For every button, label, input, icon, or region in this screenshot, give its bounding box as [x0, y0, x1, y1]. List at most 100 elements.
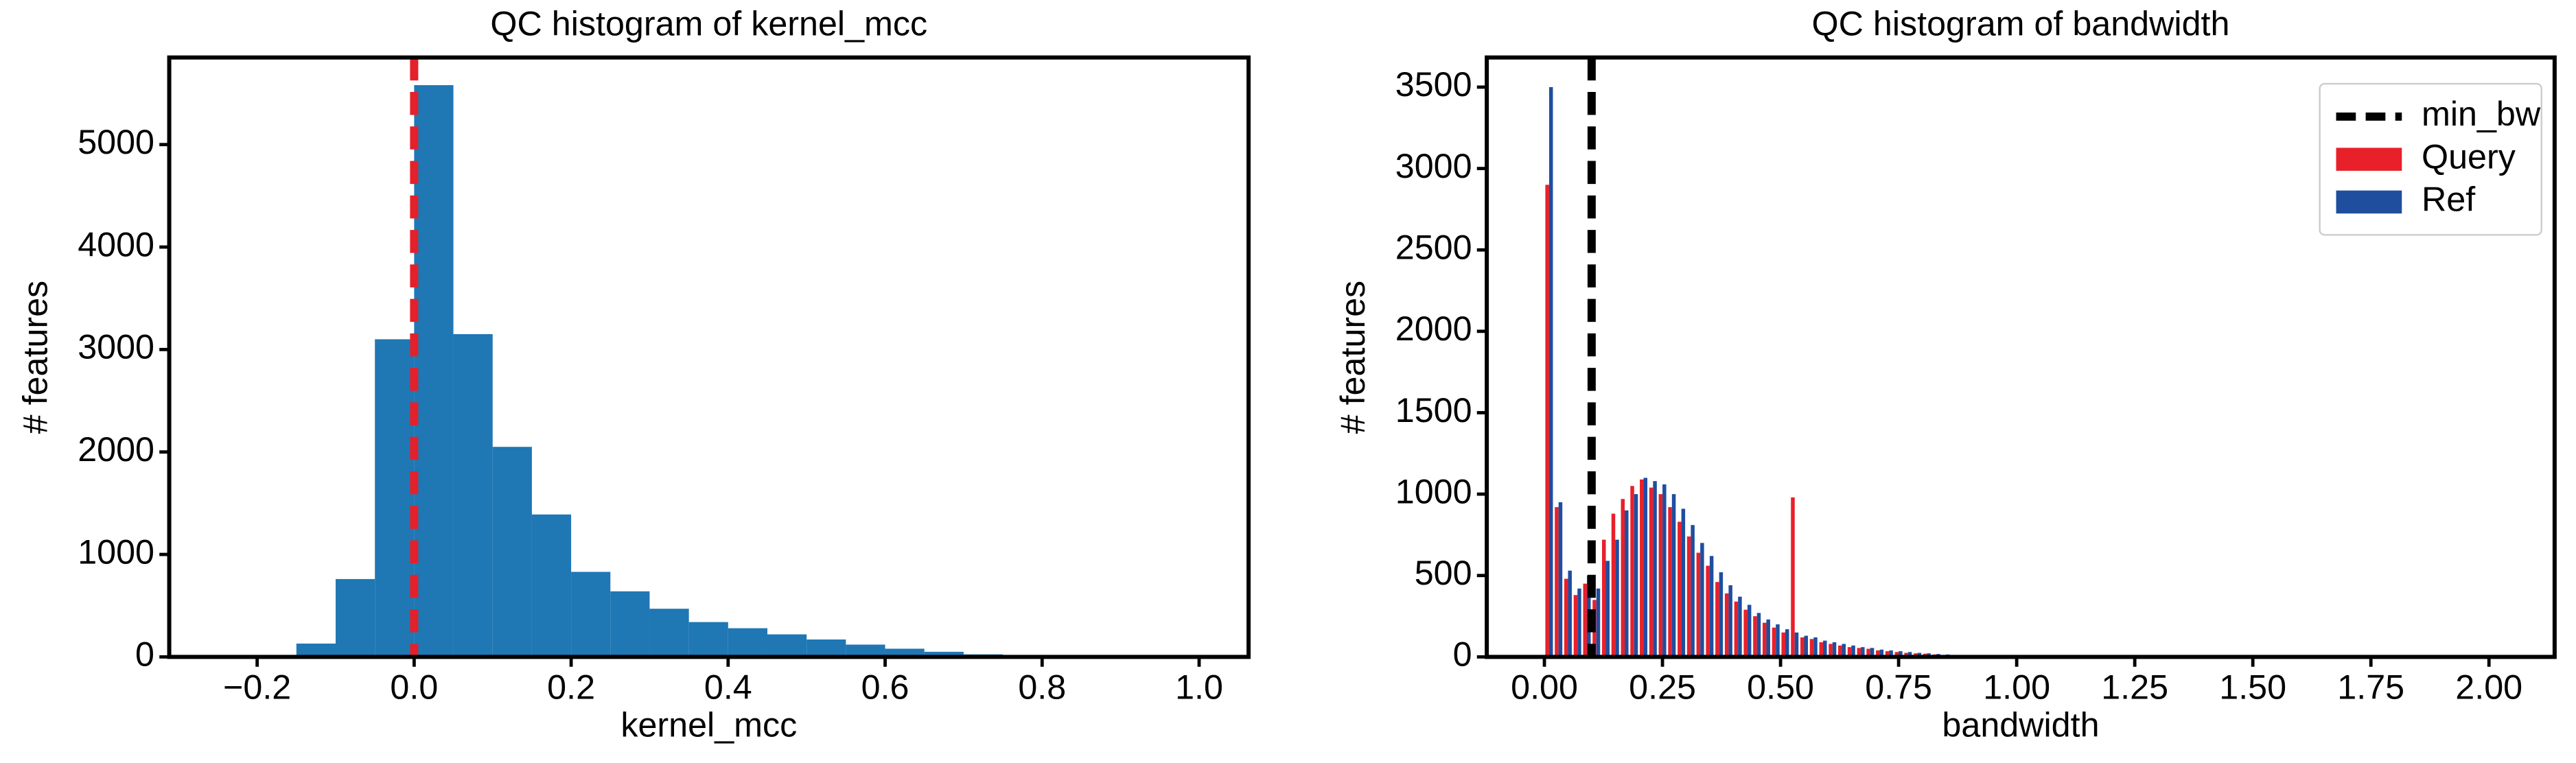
bar: [1809, 639, 1814, 657]
x-tick-label: 1.25: [2101, 668, 2168, 707]
bar: [1724, 593, 1729, 657]
bar: [1823, 640, 1827, 657]
bar: [1800, 637, 1805, 657]
bar: [1734, 601, 1739, 657]
bar: [1715, 582, 1719, 657]
bar: [1709, 556, 1714, 657]
chart-title: QC histogram of bandwidth: [1812, 5, 2230, 43]
bar: [1678, 521, 1682, 657]
y-tick-label: 0: [1453, 635, 1472, 674]
bar: [1658, 494, 1663, 657]
bar: [1573, 595, 1578, 657]
bar: [1743, 609, 1748, 657]
x-tick-label: 0.6: [861, 668, 909, 707]
x-tick-label: 0.2: [547, 668, 595, 707]
bar: [1706, 565, 1710, 657]
bar: [1885, 651, 1890, 657]
bar: [1728, 585, 1732, 657]
y-tick-label: 2000: [1395, 309, 1472, 348]
bar: [1564, 578, 1568, 657]
x-axis-label: kernel_mcc: [620, 706, 797, 744]
bar: [1756, 613, 1761, 657]
bar: [1762, 622, 1767, 657]
bar: [649, 609, 689, 657]
bar: [1781, 632, 1785, 657]
chart: QC histogram of kernel_mcc kernel_mcc # fe…: [16, 5, 1251, 744]
x-tick-label: 1.50: [2219, 668, 2286, 707]
bar: [1577, 588, 1581, 657]
bar: [1625, 510, 1629, 657]
bar: [1545, 185, 1549, 657]
x-tick-label: 2.00: [2455, 668, 2522, 707]
legend-label: Ref: [2422, 180, 2476, 219]
bar: [336, 578, 375, 657]
y-tick-label: 2000: [78, 430, 154, 469]
plot-frame: [167, 55, 1251, 659]
bar: [1876, 650, 1880, 657]
y-tick-label: 3500: [1395, 65, 1472, 104]
y-tick-label: 5000: [78, 123, 154, 161]
bar: [1889, 650, 1893, 657]
bar: [1907, 652, 1912, 657]
bar: [885, 648, 925, 657]
bar: [1776, 624, 1780, 657]
y-tick-label: 0: [135, 635, 154, 674]
bar: [1719, 572, 1724, 657]
bar: [1813, 637, 1818, 657]
x-tick-label: 0.75: [1865, 668, 1932, 707]
y-tick-label: 2500: [1395, 228, 1472, 267]
legend: min_bw Query Ref: [2319, 82, 2542, 236]
bar: [1643, 478, 1648, 657]
bar: [688, 622, 728, 657]
y-tick-label: 500: [1415, 554, 1472, 592]
bar: [1870, 648, 1875, 657]
bar: [1583, 583, 1587, 657]
x-tick-label: 1.00: [1983, 668, 2050, 707]
bar: [1615, 539, 1619, 657]
bar: [610, 591, 650, 657]
y-tick-label: 3000: [1395, 147, 1472, 185]
x-axis-label: bandwidth: [1942, 706, 2099, 744]
bar: [1772, 627, 1776, 657]
bar: [1785, 629, 1789, 657]
bar: [1738, 596, 1742, 657]
bar: [1686, 536, 1691, 657]
bar: [1819, 642, 1824, 657]
plot-frame: [1485, 55, 2557, 659]
bar: [1894, 652, 1899, 657]
x-tick-label: 0.8: [1018, 668, 1066, 707]
x-tick-label: 1.75: [2337, 668, 2404, 707]
y-tick-label: 1000: [78, 532, 154, 571]
bar: [1558, 502, 1563, 657]
legend-swatch: [2336, 148, 2402, 171]
bar: [767, 634, 807, 657]
y-axis-label: # features: [16, 281, 54, 434]
x-tick-label: 0.00: [1511, 668, 1578, 707]
bar: [1662, 484, 1667, 657]
bar: [453, 333, 493, 657]
bar: [1601, 539, 1606, 657]
x-tick-label: −0.2: [223, 668, 291, 707]
bar: [1630, 486, 1634, 657]
bar: [1668, 507, 1672, 657]
x-tick-label: 0.50: [1747, 668, 1814, 707]
bar: [1747, 604, 1752, 657]
bar: [1605, 561, 1610, 657]
bar: [492, 447, 532, 657]
bar: [1838, 645, 1842, 657]
bar: [1842, 644, 1846, 657]
bar: [1649, 487, 1653, 657]
bar: [1851, 645, 1855, 657]
bar: [1804, 635, 1809, 657]
x-tick-label: 1.0: [1175, 668, 1223, 707]
bar: [1766, 619, 1770, 657]
bar: [1634, 494, 1638, 657]
bar: [924, 651, 964, 657]
bar: [1621, 499, 1625, 657]
chart: QC histogram of bandwidth bandwidth # feat…: [1334, 5, 2557, 744]
y-tick-label: 1000: [1395, 472, 1472, 510]
bar: [1696, 552, 1701, 657]
bar: [1640, 479, 1644, 657]
